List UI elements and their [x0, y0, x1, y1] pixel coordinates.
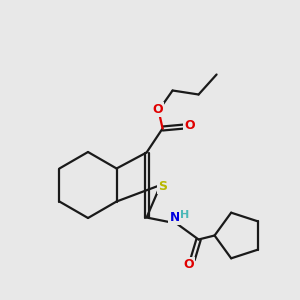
Text: O: O — [152, 103, 163, 116]
Text: S: S — [158, 179, 167, 193]
Text: H: H — [180, 209, 189, 220]
Text: N: N — [169, 211, 180, 224]
Text: O: O — [183, 258, 194, 271]
Text: O: O — [184, 119, 195, 132]
